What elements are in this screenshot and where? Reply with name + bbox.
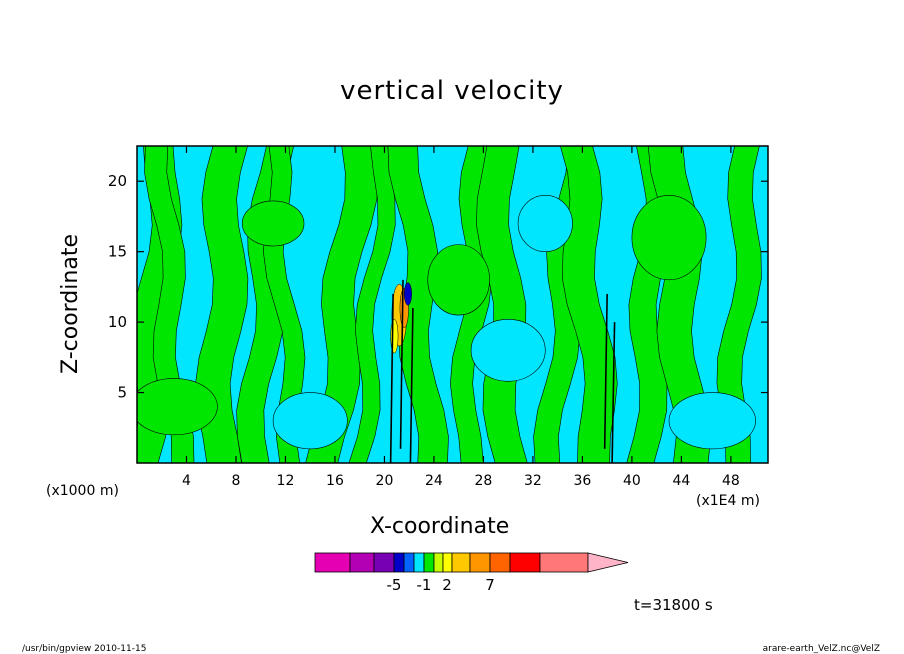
field-band-5 — [305, 146, 378, 463]
colorbar-swatch-4 — [403, 552, 415, 573]
x-axis-title: X-coordinate — [370, 514, 510, 539]
colorbar-swatch-5 — [413, 552, 425, 573]
colorbar-swatch-8 — [442, 552, 453, 573]
x-tick-label: 44 — [672, 473, 690, 489]
field-streak-2 — [409, 308, 414, 463]
y-tick-label: 20 — [108, 172, 127, 190]
y-tick-label: 5 — [117, 384, 127, 402]
colorbar-swatch-10 — [469, 552, 491, 573]
field-band-2 — [195, 146, 249, 463]
colorbar-swatch-2 — [373, 552, 395, 573]
velocity-field — [137, 146, 768, 463]
colorbar-swatch-9 — [451, 552, 471, 573]
x-unit-note: (x1000 m) — [46, 483, 119, 499]
x-tick-label: 36 — [573, 473, 591, 489]
x-tick-label: 16 — [326, 473, 344, 489]
x-tick-label: 48 — [722, 473, 740, 489]
chart-title: vertical velocity — [340, 76, 564, 106]
colorbar-label: -5 — [387, 576, 402, 594]
field-band-10 — [533, 146, 594, 463]
field-cell-4 — [631, 195, 707, 281]
field-cell-1 — [272, 392, 348, 450]
field-cell-3 — [470, 318, 546, 382]
colorbar-swatch-7 — [433, 552, 444, 573]
field-band-1 — [144, 146, 195, 463]
colorbar: -5 -1 2 7 — [314, 552, 629, 594]
y-tick-label: 15 — [108, 243, 127, 261]
field-streak-0 — [389, 293, 394, 463]
colorbar-swatch-3 — [393, 552, 405, 573]
colorbar-swatch-6 — [423, 552, 435, 573]
colorbar-swatch-13 — [539, 552, 589, 573]
y-axis-title: Z-coordinate — [58, 234, 83, 374]
colorbar-label: -1 — [417, 576, 432, 594]
x-tick-label: 32 — [524, 473, 542, 489]
x-tick-label: 24 — [425, 473, 443, 489]
field-cell-6 — [241, 200, 305, 247]
field-band-6 — [348, 146, 396, 463]
x-tick-label: 4 — [182, 473, 191, 489]
y-axis: 5 10 15 20 — [108, 172, 768, 402]
y-tick-label: 10 — [108, 313, 127, 331]
field-cell-2 — [427, 244, 490, 316]
x-tick-label: 8 — [232, 473, 241, 489]
field-band-11 — [560, 146, 618, 463]
x-tick-label: 12 — [277, 473, 295, 489]
colorbar-extend-arrow — [587, 552, 629, 573]
field-streak-3 — [603, 293, 608, 449]
time-label: t=31800 s — [634, 596, 713, 614]
colorbar-swatch-11 — [489, 552, 511, 573]
field-band-7 — [387, 146, 449, 463]
field-streak-4 — [611, 322, 616, 463]
x-tick-label: 28 — [475, 473, 493, 489]
x-axis: 4 8 12 16 20 24 28 32 36 40 44 48 — [182, 146, 740, 489]
field-cell-5 — [668, 392, 756, 450]
field-core-3 — [403, 282, 412, 306]
plot-frame — [136, 145, 769, 464]
colorbar-swatch-1 — [349, 552, 375, 573]
x-tick-label: 40 — [623, 473, 641, 489]
colorbar-swatch-12 — [509, 552, 541, 573]
colorbar-swatch-0 — [314, 552, 351, 573]
field-band-14 — [716, 146, 762, 463]
field-cell-0 — [137, 378, 218, 436]
field-streak-1 — [399, 279, 404, 449]
field-cell-7 — [517, 195, 573, 252]
footer-right: arare-earth_VelZ.nc@VelZ — [762, 644, 880, 654]
colorbar-label: 7 — [485, 576, 495, 594]
x-scale-note: (x1E4 m) — [696, 493, 760, 509]
colorbar-label: 2 — [442, 576, 452, 594]
x-tick-label: 20 — [376, 473, 394, 489]
footer-left: /usr/bin/gpview 2010-11-15 — [22, 644, 147, 654]
